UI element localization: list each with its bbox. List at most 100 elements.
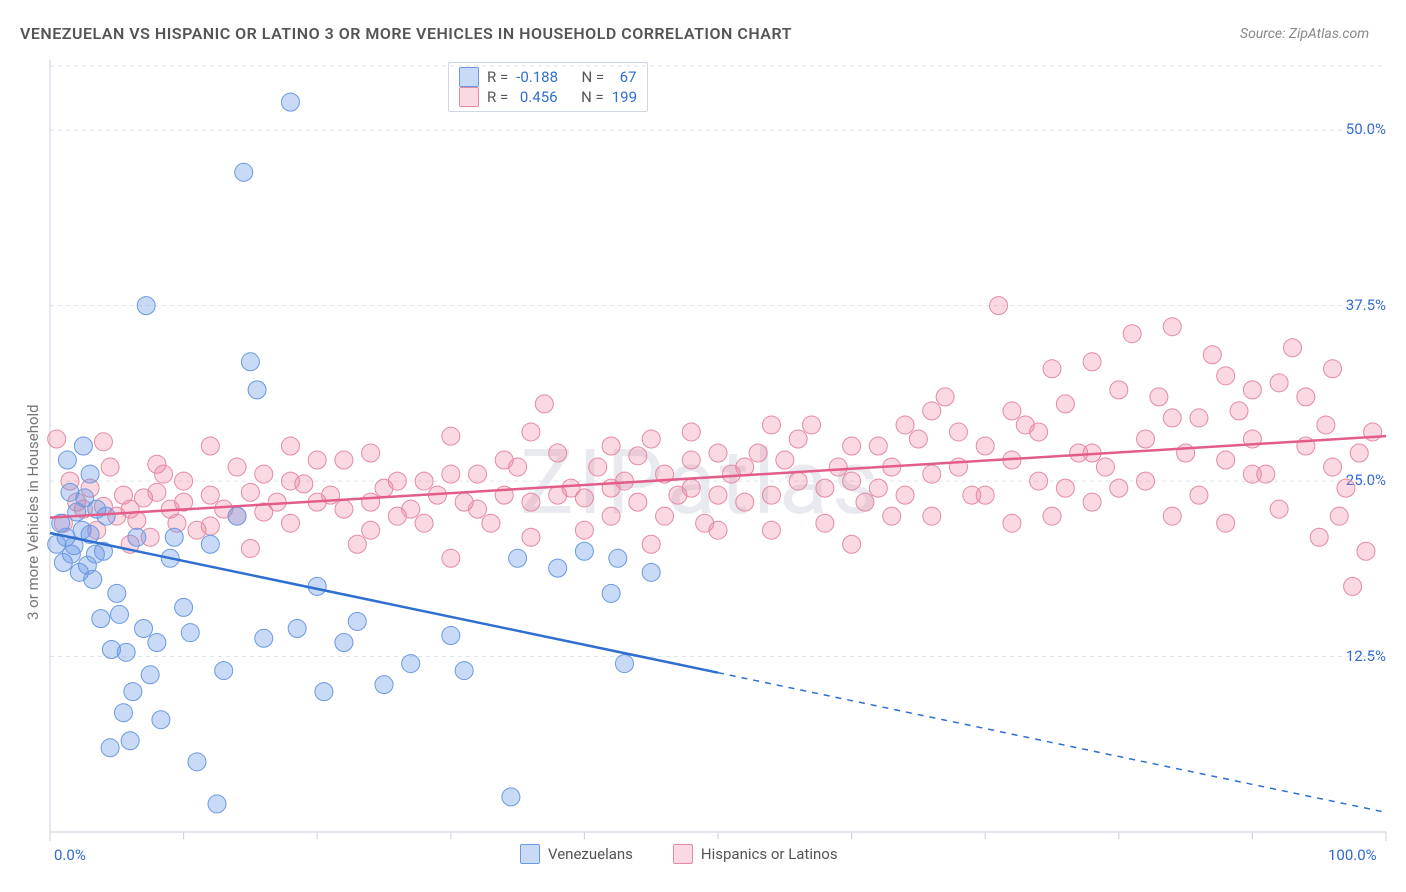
scatter-point [682, 423, 700, 441]
scatter-point [415, 472, 433, 490]
scatter-point [609, 549, 627, 567]
scatter-point [1350, 444, 1368, 462]
scatter-point [990, 297, 1008, 315]
scatter-point [856, 493, 874, 511]
scatter-point [709, 486, 727, 504]
scatter-point [843, 472, 861, 490]
scatter-point [1163, 409, 1181, 427]
scatter-point [188, 753, 206, 771]
scatter-point [709, 521, 727, 539]
scatter-point [1317, 416, 1335, 434]
scatter-point [1217, 367, 1235, 385]
scatter-point [482, 514, 500, 532]
scatter-point [789, 472, 807, 490]
scatter-point [175, 472, 193, 490]
scatter-point [469, 500, 487, 518]
scatter-point [255, 465, 273, 483]
scatter-point [201, 437, 219, 455]
scatter-point [1003, 514, 1021, 532]
scatter-point [281, 93, 299, 111]
scatter-point [402, 500, 420, 518]
scatter-point [362, 521, 380, 539]
scatter-point [949, 423, 967, 441]
scatter-point [81, 465, 99, 483]
scatter-point [135, 619, 153, 637]
scatter-point [736, 458, 754, 476]
scatter-point [495, 451, 513, 469]
scatter-point [575, 542, 593, 560]
scatter-point [575, 521, 593, 539]
scatter-point [656, 507, 674, 525]
scatter-point [602, 584, 620, 602]
scatter-point [923, 465, 941, 483]
scatter-point [682, 451, 700, 469]
scatter-point [789, 430, 807, 448]
scatter-point [1243, 381, 1261, 399]
scatter-point [248, 381, 266, 399]
scatter-point [362, 444, 380, 462]
scatter-point [1190, 409, 1208, 427]
scatter-point [1243, 465, 1261, 483]
scatter-point [762, 521, 780, 539]
scatter-point [348, 535, 366, 553]
scatter-point [803, 416, 821, 434]
scatter-point [575, 489, 593, 507]
scatter-point [1030, 472, 1048, 490]
scatter-point [522, 423, 540, 441]
scatter-point [201, 486, 219, 504]
scatter-point [642, 535, 660, 553]
scatter-series-blue [48, 93, 661, 813]
scatter-point [124, 683, 142, 701]
scatter-point [1270, 374, 1288, 392]
scatter-point [615, 655, 633, 673]
scatter-point [1043, 360, 1061, 378]
scatter-point [388, 472, 406, 490]
scatter-point [1110, 381, 1128, 399]
scatter-point [288, 619, 306, 637]
scatter-point [1137, 430, 1155, 448]
scatter-point [442, 626, 460, 644]
scatter-point [117, 643, 135, 661]
scatter-point [1177, 444, 1195, 462]
scatter-point [1217, 514, 1235, 532]
scatter-point [549, 559, 567, 577]
scatter-point [522, 493, 540, 511]
scatter-point [335, 451, 353, 469]
scatter-point [415, 514, 433, 532]
scatter-point [776, 451, 794, 469]
scatter-point [281, 514, 299, 532]
scatter-point [535, 395, 553, 413]
scatter-point [869, 479, 887, 497]
scatter-point [92, 610, 110, 628]
scatter-point [629, 447, 647, 465]
scatter-point [1270, 500, 1288, 518]
scatter-point [602, 437, 620, 455]
scatter-point [843, 437, 861, 455]
scatter-point [1337, 479, 1355, 497]
scatter-point [502, 788, 520, 806]
scatter-point [762, 416, 780, 434]
scatter-point [148, 483, 166, 501]
scatter-point [114, 704, 132, 722]
scatter-point [923, 402, 941, 420]
scatter-point [348, 612, 366, 630]
scatter-point [1324, 360, 1342, 378]
scatter-point [1043, 507, 1061, 525]
scatter-point [976, 486, 994, 504]
scatter-point [642, 563, 660, 581]
scatter-point [1030, 423, 1048, 441]
scatter-point [1083, 493, 1101, 511]
scatter-point [469, 465, 487, 483]
scatter-point [308, 451, 326, 469]
scatter-point [74, 437, 92, 455]
scatter-point [101, 739, 119, 757]
scatter-point [1217, 451, 1235, 469]
scatter-point [1003, 402, 1021, 420]
scatter-point [84, 570, 102, 588]
scatter-point [1110, 479, 1128, 497]
scatter-point [736, 493, 754, 511]
scatter-point [1344, 577, 1362, 595]
scatter-point [1163, 318, 1181, 336]
scatter-point [110, 605, 128, 623]
scatter-point [509, 549, 527, 567]
